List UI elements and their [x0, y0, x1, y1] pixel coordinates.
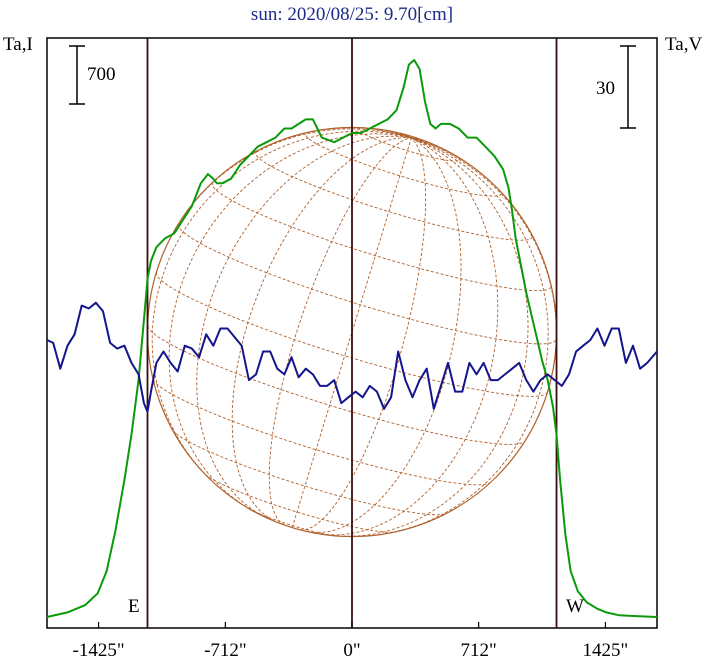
chart-title: sun: 2020/08/25: 9.70[cm] — [251, 4, 453, 25]
longitude-line — [151, 130, 412, 482]
longitude-line — [321, 137, 499, 536]
intensity-series-line — [46, 59, 658, 618]
latitude-line — [358, 127, 461, 162]
longitude-line — [411, 137, 557, 392]
series-group — [46, 59, 658, 618]
longitude-line — [155, 128, 412, 273]
longitude-line — [300, 137, 427, 531]
longitude-line — [168, 133, 412, 510]
longitude-line — [231, 137, 412, 523]
polarization-series-line — [46, 301, 658, 413]
right-scale-bar — [620, 45, 636, 129]
east-limb-label: E — [128, 596, 140, 617]
left-axis-label: Ta,I — [3, 34, 33, 55]
west-limb-label: W — [566, 596, 584, 617]
longitude-line — [196, 135, 412, 517]
longitude-line — [411, 137, 434, 145]
longitude-line — [307, 137, 462, 534]
right-scale-bar-label: 30 — [596, 78, 615, 99]
x-tick-label: 0" — [343, 640, 360, 661]
left-scale-bar-label: 700 — [87, 64, 116, 85]
right-axis-label: Ta,V — [665, 34, 702, 55]
latitude-line — [305, 131, 502, 197]
longitude-line — [291, 137, 412, 528]
longitude-line — [268, 137, 412, 526]
latitude-line — [172, 429, 446, 516]
latitude-line — [152, 379, 491, 486]
x-tick-label: 1425" — [583, 640, 629, 661]
longitude-line — [406, 134, 412, 139]
latitude-line — [177, 223, 557, 345]
x-tick-label: 712" — [460, 640, 496, 661]
longitude-line — [411, 137, 423, 141]
reference-lines — [146, 38, 558, 628]
longitude-line — [383, 137, 549, 535]
latitude-line — [204, 473, 395, 533]
left-scale-bar — [69, 45, 85, 105]
longitude-line — [411, 137, 485, 176]
longitude-line — [337, 137, 529, 537]
x-tick-label: -712" — [204, 640, 247, 661]
x-axis-ticks: -1425" -712" 0" 712" 1425" — [73, 622, 629, 661]
latitude-line — [211, 181, 552, 292]
x-tick-label: -1425" — [73, 640, 125, 661]
